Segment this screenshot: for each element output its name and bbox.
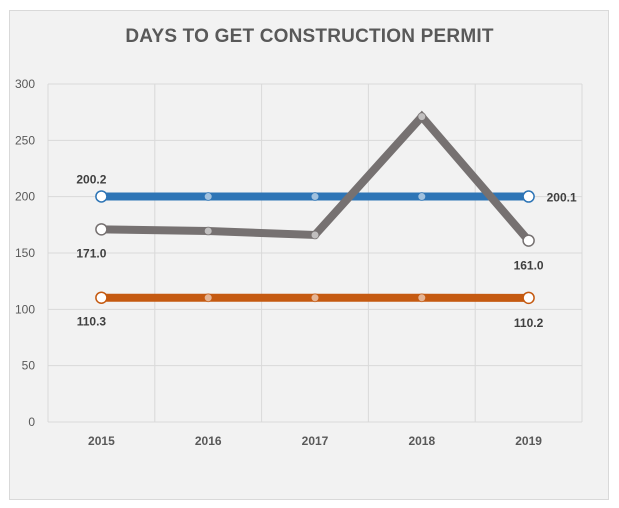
series-2-point: [203, 226, 213, 236]
data-label: 200.2: [76, 172, 106, 186]
x-tick-label: 2018: [408, 434, 435, 448]
data-label: 110.3: [77, 315, 107, 329]
y-tick-label: 150: [15, 246, 35, 260]
series-2-point: [522, 234, 535, 247]
data-label: 110.2: [514, 316, 544, 330]
data-label: 200.1: [547, 191, 577, 205]
y-tick-label: 0: [28, 415, 35, 429]
y-tick-label: 250: [15, 133, 35, 147]
y-tick-label: 200: [15, 190, 35, 204]
series-1-point: [522, 190, 535, 203]
x-tick-label: 2016: [195, 434, 222, 448]
data-label: 161.0: [514, 259, 544, 273]
series-3-point: [310, 293, 320, 303]
y-tick-label: 50: [22, 359, 36, 373]
series-3-point: [203, 293, 213, 303]
series-2-point: [95, 223, 108, 236]
series-2-line: [101, 110, 532, 244]
data-label: 171.0: [76, 246, 106, 260]
x-tick-label: 2015: [88, 434, 115, 448]
series-1-point: [95, 190, 108, 203]
series-1-point: [203, 192, 213, 202]
y-tick-label: 300: [15, 77, 35, 91]
x-tick-label: 2017: [302, 434, 329, 448]
series-2-point: [310, 230, 320, 240]
series-3-point: [95, 291, 108, 304]
series-3-point: [522, 291, 535, 305]
chart-title: DAYS TO GET CONSTRUCTION PERMIT: [125, 26, 494, 47]
series-2-point: [417, 112, 427, 122]
x-tick-label: 2019: [515, 434, 542, 448]
series-1-point: [310, 192, 320, 202]
series-1-point: [417, 192, 427, 202]
chart-area: [9, 10, 609, 500]
series-3-point: [417, 293, 427, 303]
y-tick-label: 100: [15, 302, 35, 316]
